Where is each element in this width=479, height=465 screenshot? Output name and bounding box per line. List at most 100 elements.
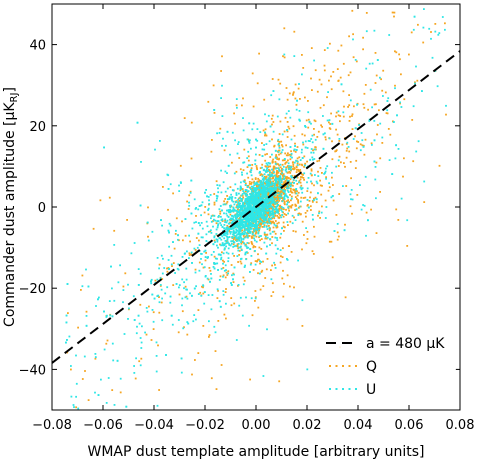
- point-q: [308, 200, 311, 202]
- point-u: [268, 181, 270, 184]
- point-u: [217, 191, 220, 194]
- point-q: [264, 134, 266, 137]
- point-u: [240, 249, 243, 251]
- point-u: [422, 26, 425, 29]
- point-u: [214, 241, 216, 243]
- point-q: [219, 275, 222, 278]
- point-u: [272, 201, 275, 204]
- point-u: [230, 222, 233, 224]
- point-u: [214, 257, 217, 260]
- point-u: [246, 247, 248, 249]
- point-u: [245, 207, 247, 210]
- point-u: [283, 198, 286, 200]
- point-q: [286, 318, 289, 321]
- point-q: [266, 153, 268, 155]
- point-u: [248, 324, 250, 327]
- point-u: [431, 56, 434, 59]
- point-q: [255, 231, 258, 233]
- point-q: [225, 288, 227, 290]
- point-q: [265, 165, 267, 168]
- point-u: [203, 302, 206, 305]
- point-u: [201, 201, 204, 204]
- point-q: [250, 167, 253, 170]
- point-q: [232, 243, 235, 246]
- point-q: [314, 196, 317, 199]
- point-q: [184, 234, 187, 237]
- point-q: [230, 304, 233, 307]
- point-u: [223, 224, 226, 226]
- point-q: [341, 143, 344, 146]
- point-q: [281, 145, 284, 148]
- point-u: [241, 173, 243, 176]
- point-u: [268, 204, 271, 206]
- point-u: [265, 209, 268, 212]
- point-u: [278, 187, 281, 190]
- point-u: [255, 194, 258, 197]
- point-u: [246, 224, 248, 227]
- point-u: [330, 196, 333, 199]
- point-q: [406, 245, 409, 247]
- point-q: [332, 184, 334, 186]
- point-q: [259, 167, 262, 169]
- point-u: [220, 234, 222, 236]
- point-q: [282, 211, 284, 214]
- point-u: [305, 227, 307, 229]
- point-q: [187, 208, 190, 210]
- point-q: [282, 225, 285, 228]
- point-u: [271, 197, 273, 199]
- point-u: [265, 181, 267, 183]
- point-q: [291, 168, 294, 170]
- point-u: [263, 212, 266, 215]
- point-q: [238, 200, 241, 202]
- point-u: [85, 324, 88, 327]
- point-u: [415, 150, 418, 153]
- point-q: [233, 112, 235, 115]
- point-q: [296, 176, 299, 179]
- point-q: [299, 169, 302, 171]
- point-q: [297, 87, 300, 90]
- point-u: [247, 150, 250, 153]
- point-q: [275, 171, 278, 174]
- point-u: [283, 195, 286, 198]
- point-q: [381, 142, 384, 144]
- point-q: [304, 212, 307, 214]
- point-u: [260, 213, 263, 215]
- point-u: [260, 197, 263, 199]
- point-q: [272, 180, 275, 183]
- point-u: [229, 244, 232, 247]
- point-u: [279, 163, 282, 166]
- point-u: [281, 168, 284, 171]
- point-u: [246, 236, 249, 239]
- point-q: [280, 255, 282, 258]
- point-u: [263, 221, 265, 224]
- point-u: [250, 147, 252, 150]
- point-u: [254, 190, 256, 193]
- point-q: [356, 140, 358, 143]
- point-q: [154, 279, 157, 282]
- point-u: [231, 274, 233, 277]
- point-u: [270, 184, 272, 186]
- point-u: [243, 230, 245, 233]
- point-u: [263, 208, 266, 210]
- point-u: [227, 216, 230, 218]
- point-q: [310, 169, 313, 172]
- point-q: [298, 163, 301, 166]
- point-u: [369, 88, 372, 91]
- point-q: [247, 176, 250, 179]
- point-u: [246, 172, 248, 175]
- point-q: [190, 121, 193, 124]
- point-u: [267, 207, 269, 210]
- point-u: [193, 287, 196, 290]
- point-u: [156, 257, 159, 259]
- point-u: [371, 62, 374, 65]
- point-u: [272, 208, 275, 211]
- point-u: [267, 206, 269, 209]
- point-u: [251, 215, 254, 218]
- point-q: [226, 224, 229, 227]
- point-q: [256, 168, 258, 171]
- point-u: [193, 314, 196, 316]
- point-u: [213, 235, 216, 238]
- point-q: [251, 164, 254, 166]
- point-u: [251, 210, 254, 213]
- point-u: [228, 236, 231, 238]
